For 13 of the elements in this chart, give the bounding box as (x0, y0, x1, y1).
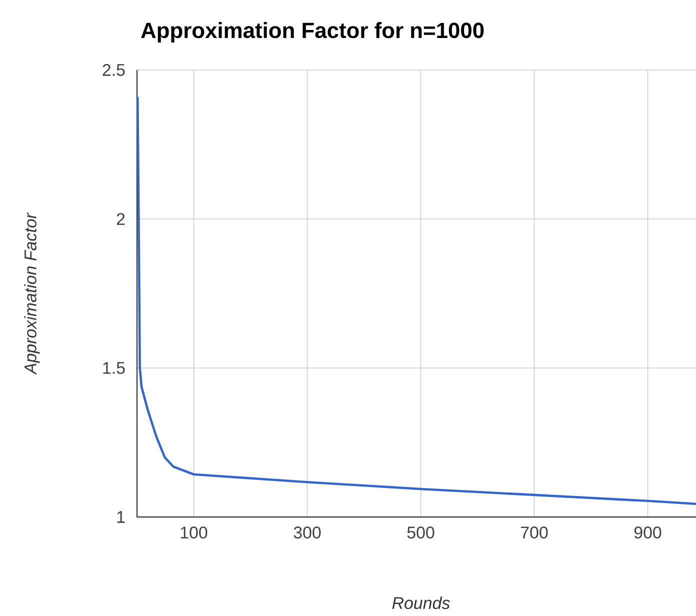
x-tick-label: 300 (294, 526, 321, 539)
x-tick-label: 900 (634, 526, 662, 539)
y-tick-label: 1 (117, 511, 125, 523)
y-tick-label: 2.5 (102, 64, 125, 76)
y-axis-title: Approximation Factor (24, 212, 40, 375)
x-tick-label: 500 (407, 526, 434, 539)
x-tick-label: 100 (180, 526, 208, 539)
x-axis-title: Rounds (392, 596, 450, 610)
y-tick-label: 1.5 (103, 362, 125, 374)
x-tick-label: 700 (521, 526, 548, 539)
y-tick-label: 2 (116, 213, 125, 225)
line-series (136, 96, 696, 506)
chart-title: Approximation Factor for n=1000 (141, 22, 484, 42)
